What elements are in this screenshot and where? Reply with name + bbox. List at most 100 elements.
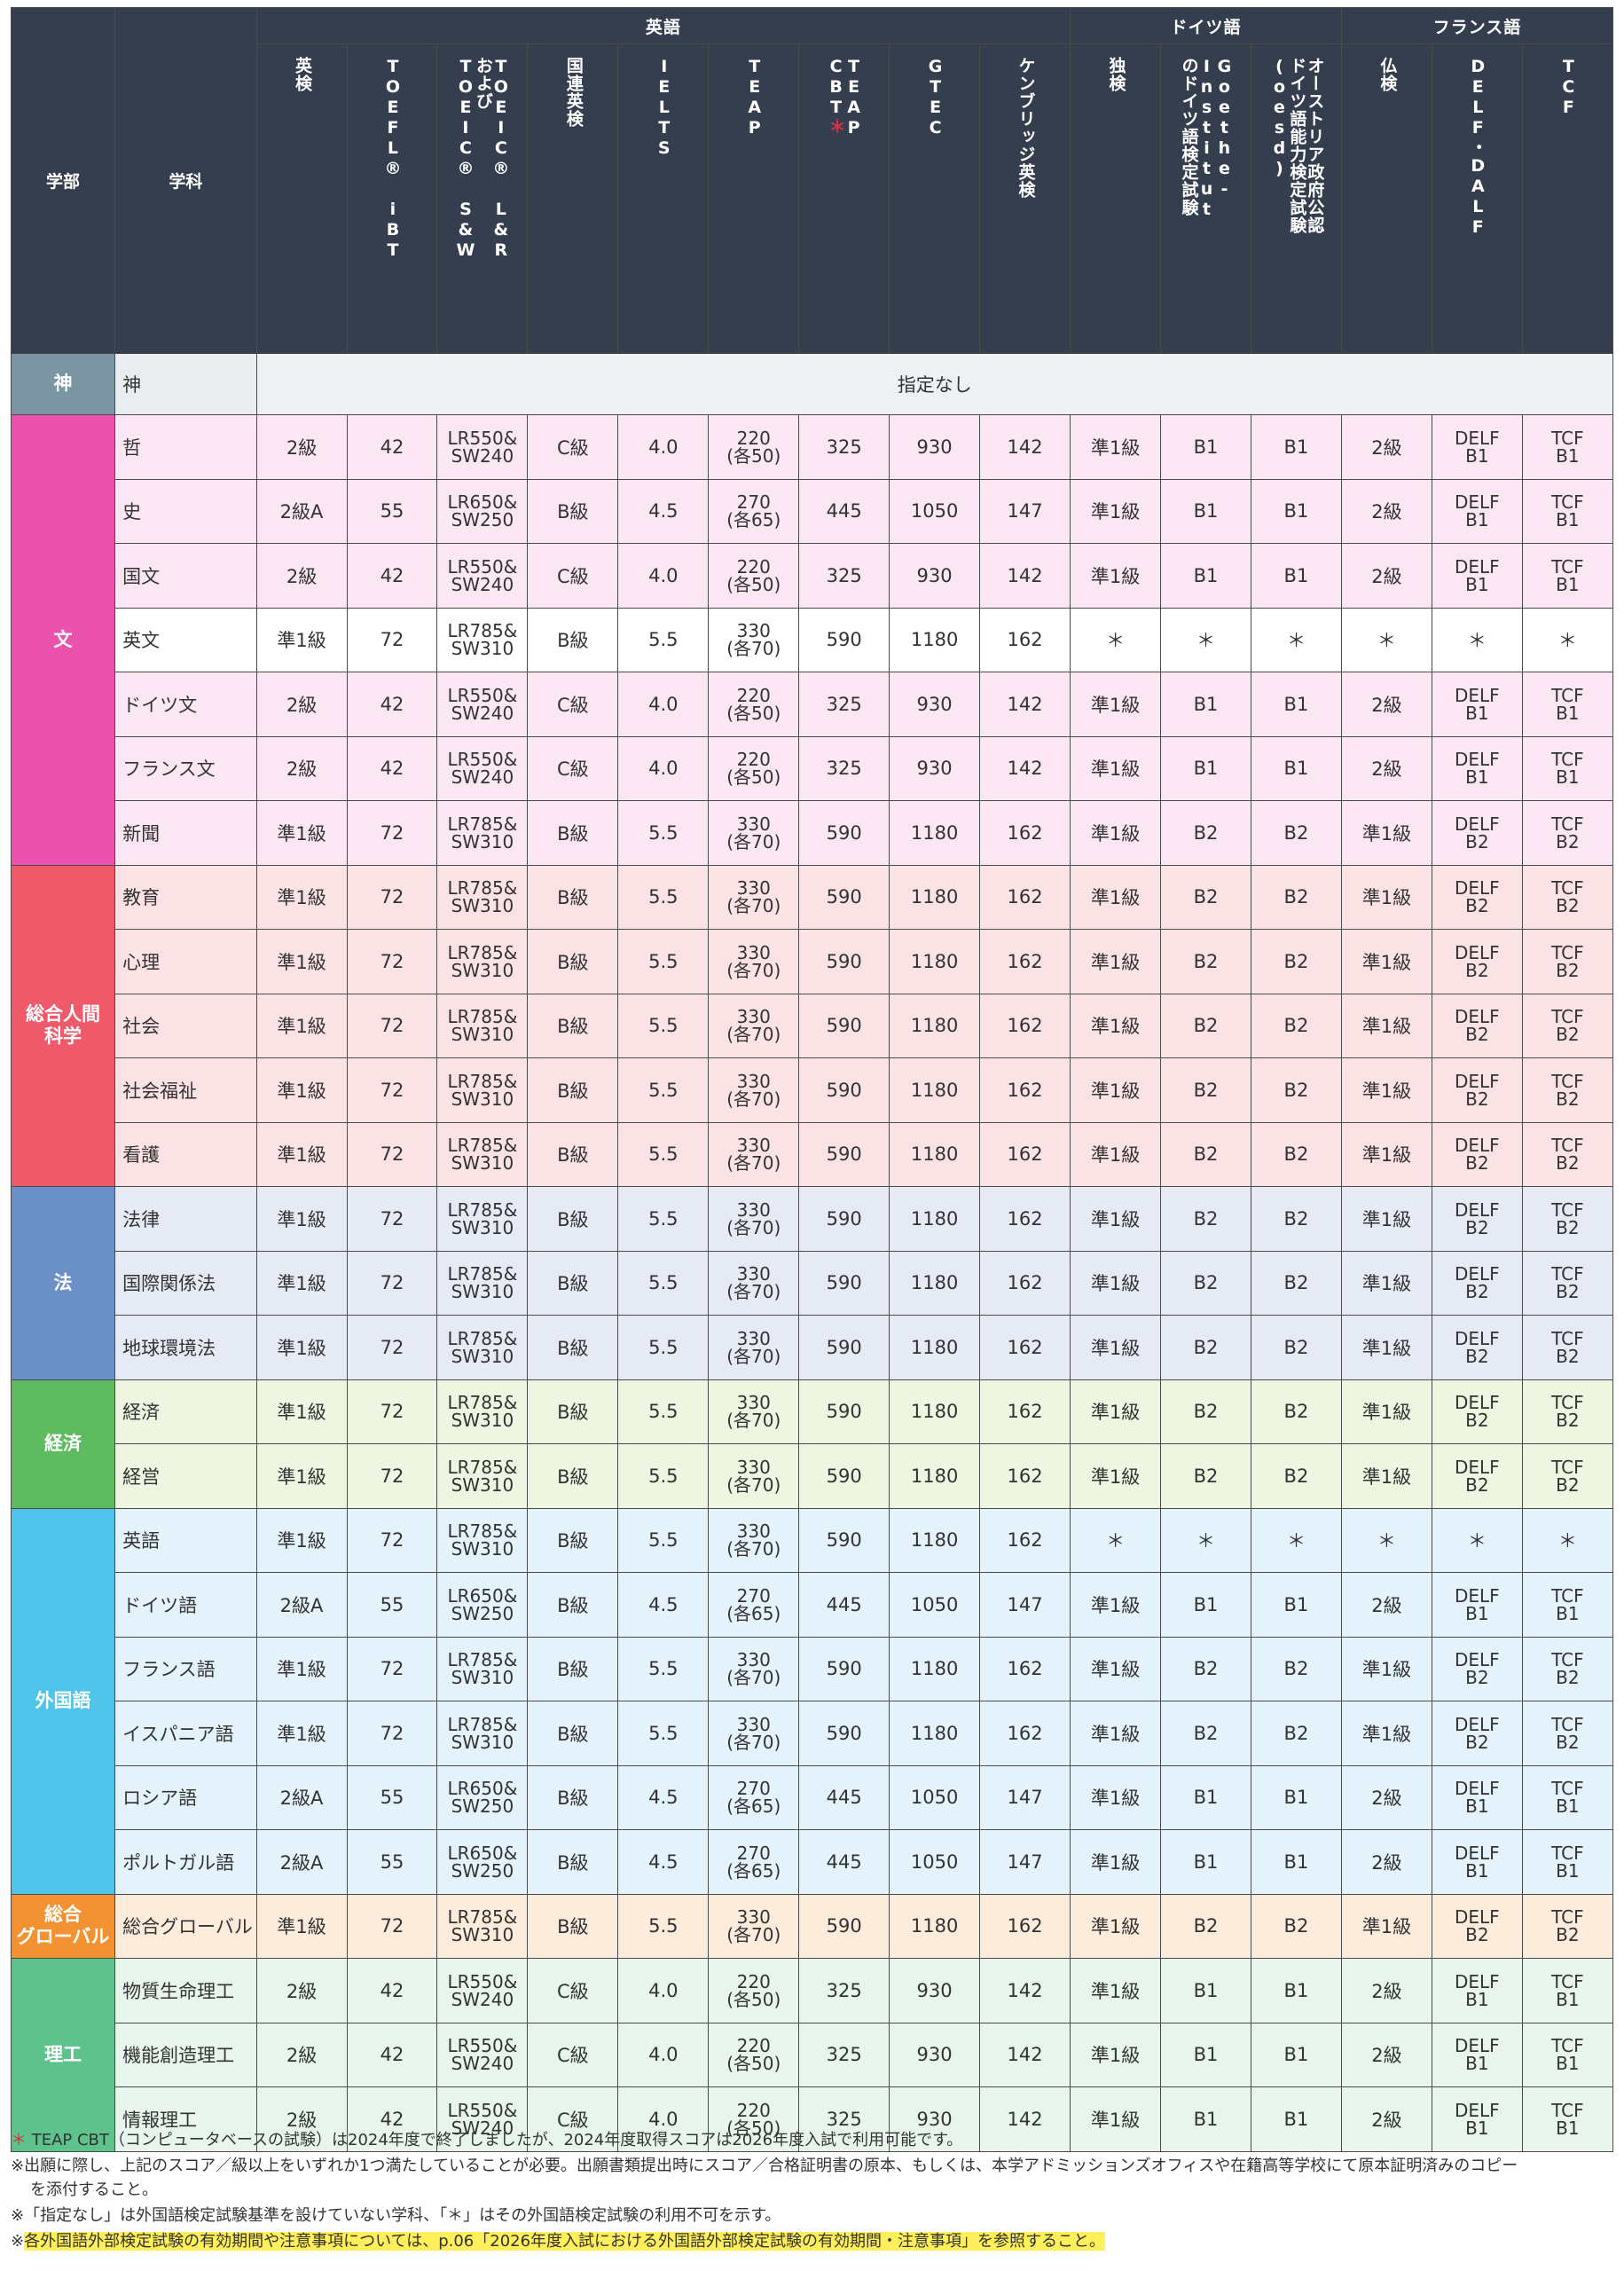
- score-cell: B1: [1160, 1764, 1251, 1830]
- score-cell: 330 (各70): [708, 1701, 800, 1766]
- score-cell: 330 (各70): [708, 929, 800, 994]
- score-cell: B級: [527, 1572, 619, 1638]
- score-cell: B級: [527, 1443, 619, 1509]
- score-cell: B2: [1160, 993, 1251, 1058]
- table-row: 国際関係法 準1級 72 LR785& SW310 B級 5.5 330 (各70) 590 1…: [12, 1250, 1614, 1316]
- score-cell: TCF B2: [1521, 1443, 1614, 1509]
- score-cell: 1180: [889, 1315, 981, 1380]
- score-cell: 590: [798, 1507, 890, 1573]
- score-cell: TCF B2: [1521, 1636, 1614, 1701]
- score-cell: 147: [979, 1829, 1071, 1895]
- footnote-teap-cbt: ＊ TEAP CBT（コンピュータベースの試験）は2024年度で終了しましたが、…: [11, 2131, 963, 2149]
- score-cell: 準1級: [1070, 2022, 1162, 2087]
- score-cell: 72: [346, 1443, 438, 1509]
- column-header: オーストリア政府公認 ドイツ語能力検定試験(oesd): [1250, 43, 1342, 354]
- score-cell: 準1級: [1070, 672, 1162, 737]
- score-cell: DELF B2: [1431, 1893, 1523, 1959]
- score-cell: C級: [527, 543, 619, 609]
- score-cell: ＊: [1340, 1507, 1432, 1573]
- score-cell: 590: [798, 607, 890, 672]
- score-cell: B2: [1250, 800, 1342, 866]
- score-cell: 1050: [889, 478, 981, 544]
- table-row: 経営 準1級 72 LR785& SW310 B級 5.5 330 (各70) 590 1180…: [12, 1443, 1614, 1509]
- score-cell: B1: [1160, 1958, 1251, 2023]
- department-cell: ドイツ文: [114, 672, 257, 737]
- table-row: 新聞 準1級 72 LR785& SW310 B級 5.5 330 (各70) 590 1180…: [12, 800, 1614, 866]
- score-cell: B2: [1160, 1701, 1251, 1766]
- score-cell: 準1級: [1070, 1829, 1162, 1895]
- department-cell: フランス語: [114, 1636, 257, 1701]
- table-row: 情報理工 2級 42 LR550& SW240 C級 4.0 220 (各50) 325 930…: [12, 2086, 1614, 2152]
- column-header: TOEFL® iBT: [346, 43, 438, 354]
- score-cell: 590: [798, 1443, 890, 1509]
- score-cell: 5.5: [617, 929, 710, 994]
- score-cell: B2: [1160, 1636, 1251, 1701]
- faculty-cell: 総合人間 科学: [10, 864, 116, 1187]
- score-cell: B2: [1160, 1315, 1251, 1380]
- score-cell: 準1級: [1340, 1250, 1432, 1316]
- table-row: 社会 準1級 72 LR785& SW310 B級 5.5 330 (各70) 590 1180…: [12, 993, 1614, 1058]
- score-cell: TCF B1: [1521, 2086, 1614, 2152]
- score-cell: 5.5: [617, 1507, 710, 1573]
- column-header-label: GTEC: [925, 57, 945, 138]
- score-cell: B2: [1160, 1379, 1251, 1444]
- score-cell: B級: [527, 1186, 619, 1252]
- score-cell: TCF B1: [1521, 1764, 1614, 1830]
- score-cell: DELF B1: [1431, 1958, 1523, 2023]
- score-cell: ＊: [1431, 607, 1523, 672]
- score-cell: 2級A: [255, 1572, 348, 1638]
- score-cell: 325: [798, 672, 890, 737]
- score-cell: 142: [979, 672, 1071, 737]
- score-cell: B1: [1250, 478, 1342, 544]
- score-cell: B級: [527, 607, 619, 672]
- score-cell: 4.0: [617, 672, 710, 737]
- score-cell: B1: [1160, 414, 1251, 480]
- score-cell: B1: [1160, 478, 1251, 544]
- score-cell: 445: [798, 478, 890, 544]
- score-cell: B1: [1160, 1572, 1251, 1638]
- score-cell: LR785& SW310: [436, 1121, 529, 1187]
- score-cell: TCF B2: [1521, 1057, 1614, 1123]
- score-cell: 270 (各65): [708, 1829, 800, 1895]
- score-cell: 162: [979, 929, 1071, 994]
- score-cell: B2: [1250, 1250, 1342, 1316]
- department-cell: ドイツ語: [114, 1572, 257, 1638]
- column-header-label: IELTS: [654, 57, 674, 159]
- score-cell: C級: [527, 2086, 619, 2152]
- score-cell: 5.5: [617, 1893, 710, 1959]
- score-cell: B級: [527, 993, 619, 1058]
- score-cell: 準1級: [1340, 1443, 1432, 1509]
- score-cell: DELF B1: [1431, 1572, 1523, 1638]
- score-cell: 330 (各70): [708, 1315, 800, 1380]
- score-cell: 42: [346, 735, 438, 801]
- score-cell: 930: [889, 1958, 981, 2023]
- score-cell: ＊: [1160, 1507, 1251, 1573]
- score-cell: B級: [527, 1121, 619, 1187]
- score-cell: B2: [1250, 1121, 1342, 1187]
- asterisk-mark: ＊: [826, 118, 846, 136]
- score-cell: 590: [798, 1121, 890, 1187]
- score-cell: 1180: [889, 607, 981, 672]
- score-cell: 330 (各70): [708, 1186, 800, 1252]
- score-cell: 72: [346, 800, 438, 866]
- score-cell: 55: [346, 1572, 438, 1638]
- score-cell: 2級: [255, 543, 348, 609]
- score-cell: 準1級: [1340, 1121, 1432, 1187]
- footnote-validity: ※各外国語外部検定試験の有効期間や注意事項については、p.06「2026年度入試…: [11, 2232, 1106, 2251]
- department-cell: 史: [114, 478, 257, 544]
- score-cell: LR785& SW310: [436, 1507, 529, 1573]
- score-cell: 準1級: [1340, 1057, 1432, 1123]
- score-cell: 162: [979, 1057, 1071, 1123]
- score-cell: LR550& SW240: [436, 543, 529, 609]
- score-cell: 4.5: [617, 1829, 710, 1895]
- german-group-header: ドイツ語: [1070, 7, 1342, 44]
- score-cell: 準1級: [255, 1057, 348, 1123]
- table-row: ポルトガル語 2級A 55 LR650& SW250 B級 4.5 270 (各65) 445…: [12, 1829, 1614, 1895]
- score-cell: 1050: [889, 1764, 981, 1830]
- score-cell: DELF B1: [1431, 414, 1523, 480]
- score-cell: 4.5: [617, 1572, 710, 1638]
- score-cell: B1: [1160, 543, 1251, 609]
- score-cell: 325: [798, 2086, 890, 2152]
- score-cell: 5.5: [617, 800, 710, 866]
- score-cell: 準1級: [255, 929, 348, 994]
